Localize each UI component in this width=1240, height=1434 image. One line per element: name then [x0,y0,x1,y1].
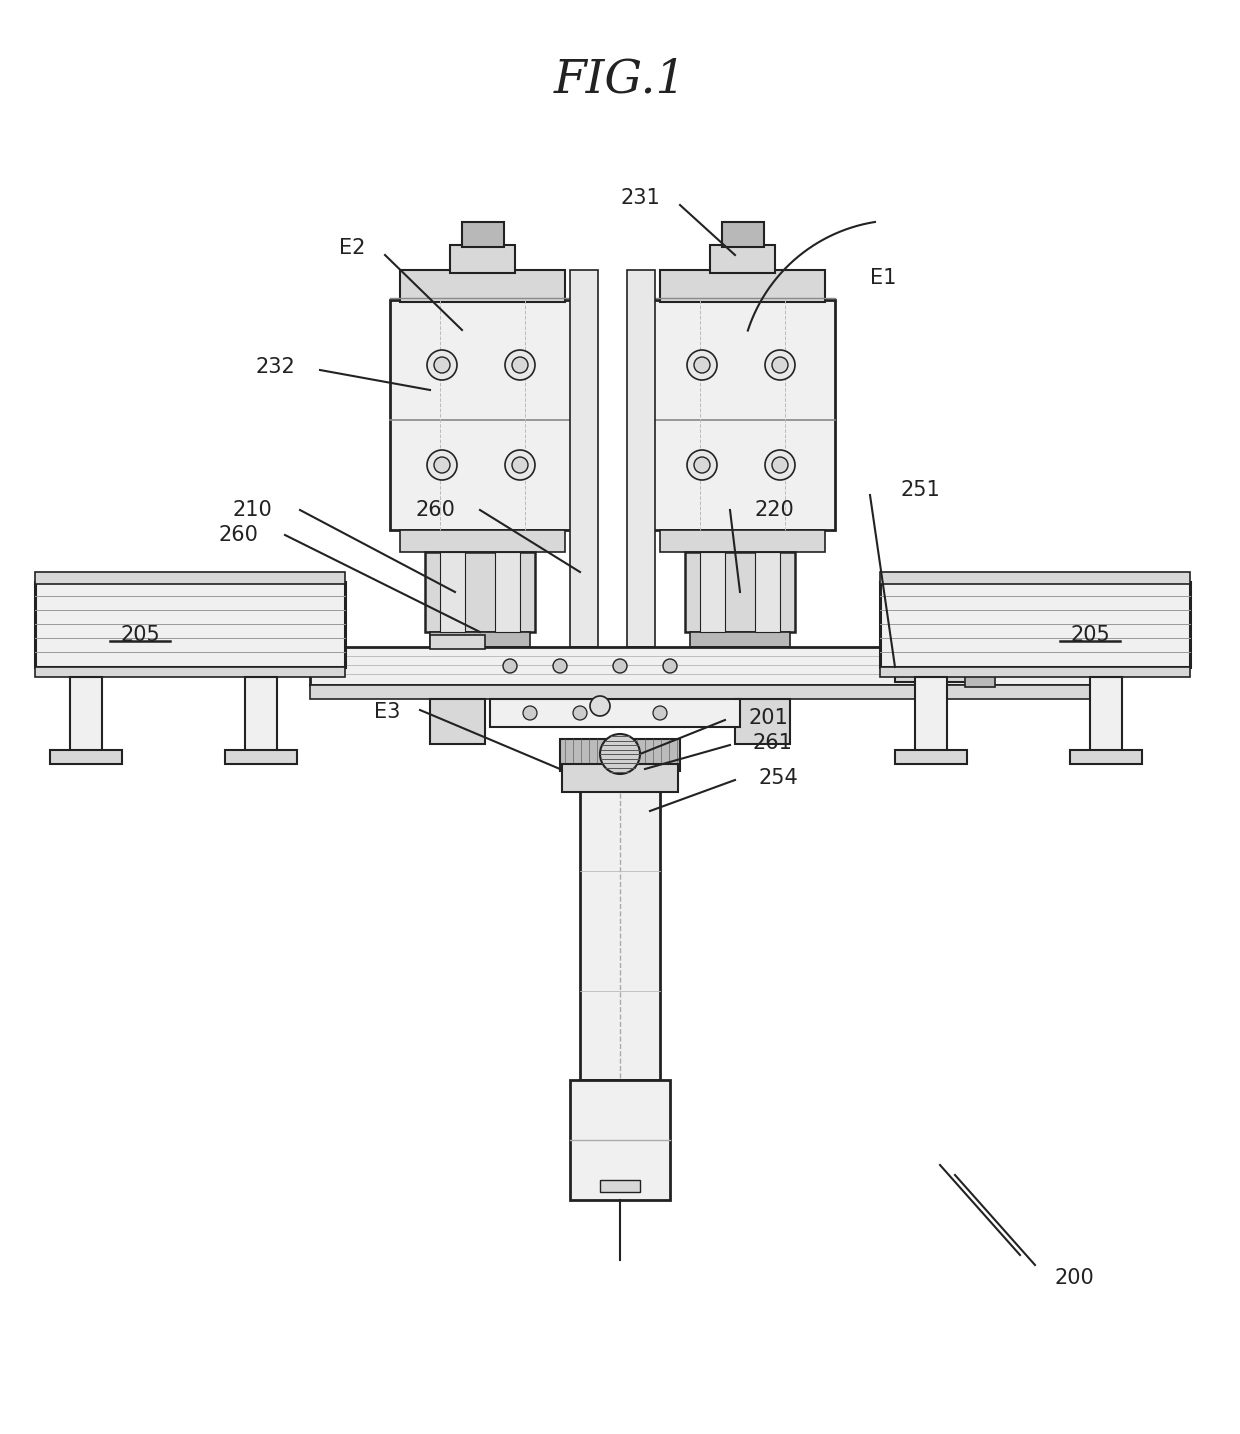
Bar [580,771,660,1080]
Bar [463,222,503,247]
Bar [50,750,122,764]
Bar [1070,750,1142,764]
Text: 260: 260 [415,500,455,521]
Bar [895,652,970,683]
Bar [35,572,345,584]
Bar [391,300,575,531]
Circle shape [434,457,450,473]
Bar [701,552,725,632]
Bar [69,677,102,751]
Circle shape [687,350,717,380]
Bar [560,739,680,771]
Bar [310,685,1110,698]
Circle shape [765,450,795,480]
Circle shape [512,457,528,473]
Circle shape [553,660,567,673]
Bar [440,552,465,632]
Bar [965,647,994,663]
Circle shape [694,457,711,473]
Bar [490,698,740,727]
Circle shape [434,357,450,373]
Text: 261: 261 [753,733,792,753]
Bar [495,552,520,632]
Circle shape [773,457,787,473]
Circle shape [503,660,517,673]
Bar [224,750,298,764]
Bar [755,552,780,632]
Bar [570,270,598,647]
Circle shape [523,706,537,720]
Circle shape [505,350,534,380]
Text: 251: 251 [900,480,940,500]
Bar [722,222,764,247]
Bar [627,270,655,647]
Text: 232: 232 [255,357,295,377]
Circle shape [573,706,587,720]
Bar [915,677,947,751]
Bar [401,531,565,552]
Bar [660,270,825,303]
Text: E1: E1 [870,268,897,288]
Text: 205: 205 [1070,625,1110,645]
Text: FIG.1: FIG.1 [554,57,686,103]
Circle shape [687,450,717,480]
Text: E2: E2 [339,238,365,258]
Text: 200: 200 [1055,1268,1095,1288]
Text: 231: 231 [620,188,660,208]
Text: 210: 210 [232,500,272,521]
Text: E3: E3 [373,703,401,721]
Bar [310,647,1110,685]
Circle shape [613,660,627,673]
Bar [430,635,485,650]
Bar [735,698,790,744]
Bar [246,677,277,751]
Bar [570,1080,670,1200]
Circle shape [590,695,610,716]
Circle shape [427,350,458,380]
Bar [600,1180,640,1192]
Bar [660,531,825,552]
Text: 205: 205 [120,625,160,645]
Bar [684,552,795,632]
Bar [430,632,529,647]
Bar [965,673,994,687]
Text: 220: 220 [755,500,795,521]
Text: 260: 260 [218,525,258,545]
Bar [880,667,1190,677]
Circle shape [765,350,795,380]
Circle shape [512,357,528,373]
Bar [1090,677,1122,751]
Circle shape [773,357,787,373]
Text: 254: 254 [758,769,797,789]
Bar [689,632,790,647]
Circle shape [505,450,534,480]
Bar [650,300,835,531]
Bar [35,582,345,667]
Bar [425,552,534,632]
Bar [401,270,565,303]
Text: 201: 201 [748,708,787,728]
Circle shape [600,734,640,774]
Circle shape [663,660,677,673]
Bar [450,245,515,272]
Bar [895,750,967,764]
Bar [880,582,1190,667]
Bar [711,245,775,272]
Bar [430,698,485,744]
Bar [880,572,1190,584]
Circle shape [694,357,711,373]
Circle shape [653,706,667,720]
Circle shape [427,450,458,480]
Bar [562,764,678,792]
Bar [35,667,345,677]
